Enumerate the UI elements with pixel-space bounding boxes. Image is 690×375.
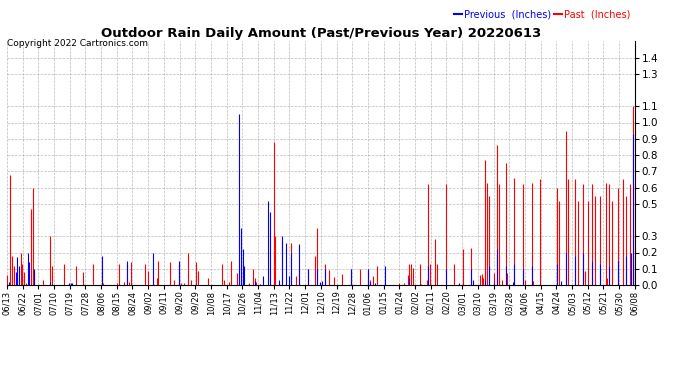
Legend: Previous  (Inches), Past  (Inches): Previous (Inches), Past (Inches) xyxy=(454,9,630,20)
Text: Copyright 2022 Cartronics.com: Copyright 2022 Cartronics.com xyxy=(7,39,148,48)
Title: Outdoor Rain Daily Amount (Past/Previous Year) 20220613: Outdoor Rain Daily Amount (Past/Previous… xyxy=(101,27,541,40)
